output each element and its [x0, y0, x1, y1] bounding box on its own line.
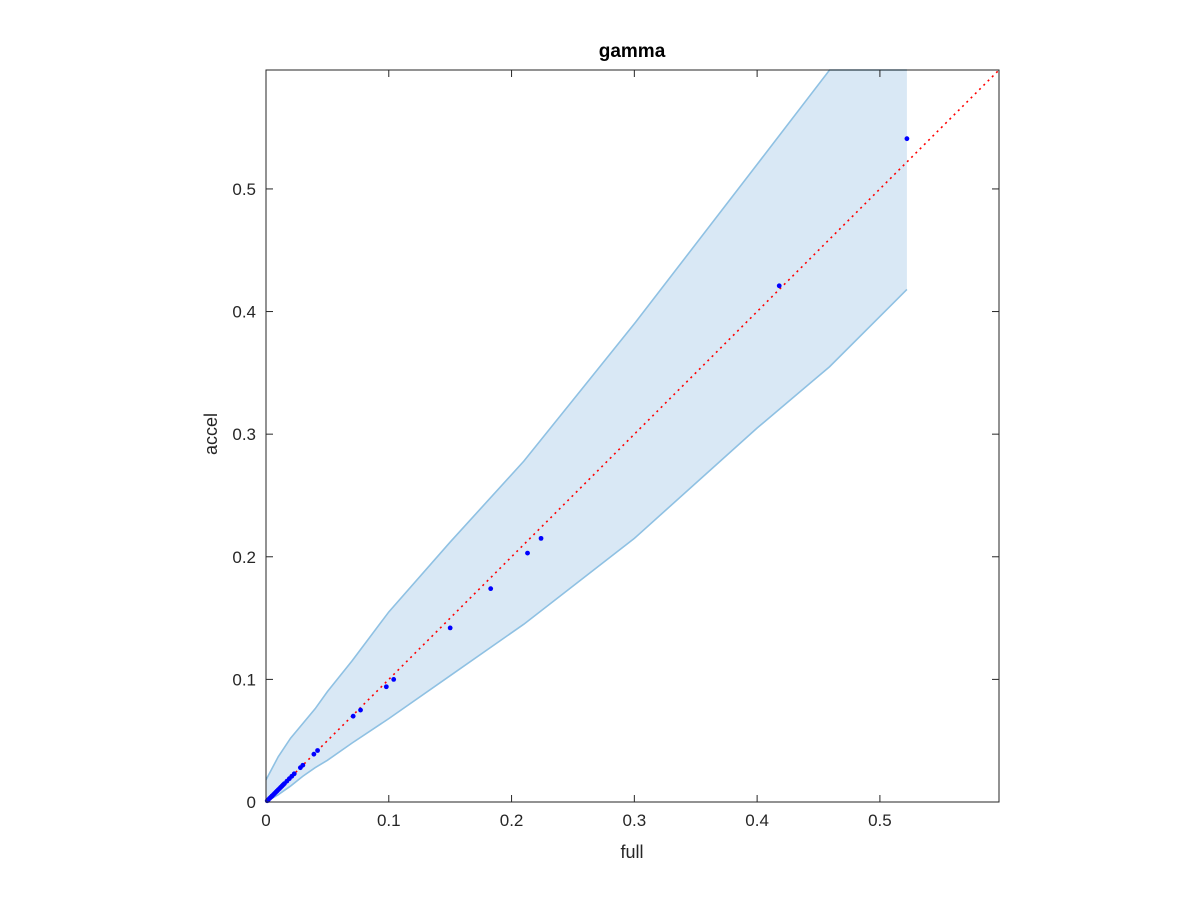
y-tick-label: 0.3 [232, 425, 256, 444]
chart-title: gamma [599, 41, 666, 62]
y-tick-label: 0 [247, 793, 256, 812]
x-tick-label: 0.2 [500, 811, 524, 830]
data-point [383, 684, 389, 690]
x-tick-label: 0.4 [745, 811, 769, 830]
y-axis-label: accel [201, 413, 221, 455]
confidence-band-fill [266, 70, 907, 802]
band-lower-edge [265, 288, 908, 803]
y-tick-label: 0.2 [232, 548, 256, 567]
x-axis-label: full [620, 842, 643, 862]
y-tick-label: 0.5 [232, 180, 256, 199]
band-upper-edge [265, 69, 907, 781]
data-point [291, 771, 297, 777]
data-point [300, 762, 306, 768]
data-point [358, 707, 363, 713]
data-point [447, 625, 453, 631]
data-point [311, 751, 317, 757]
y-tick-label: 0.4 [232, 303, 256, 322]
data-point [525, 550, 530, 556]
reference-diagonal-line [265, 69, 1000, 803]
data-point [315, 748, 320, 753]
confidence-band-layer [265, 69, 908, 803]
data-point [776, 283, 782, 289]
x-tick-label: 0.1 [377, 811, 401, 830]
y-tick-label: 0.1 [232, 670, 256, 689]
data-points-layer [264, 136, 910, 804]
x-tick-label: 0.3 [623, 811, 647, 830]
x-tick-label: 0 [261, 811, 270, 830]
data-point [391, 676, 397, 682]
ticks-layer: 0 0.1 0.2 0.3 0.4 0.5 0 0.1 0.2 0.3 0.4 0.5 [232, 70, 999, 830]
axes-frame [265, 69, 1000, 803]
data-point [904, 136, 910, 142]
data-point [350, 713, 356, 719]
x-tick-label: 0.5 [868, 811, 892, 830]
data-point [488, 586, 494, 592]
axes-layer [265, 69, 1000, 803]
reference-line-layer [265, 69, 1000, 803]
data-point [538, 535, 544, 541]
